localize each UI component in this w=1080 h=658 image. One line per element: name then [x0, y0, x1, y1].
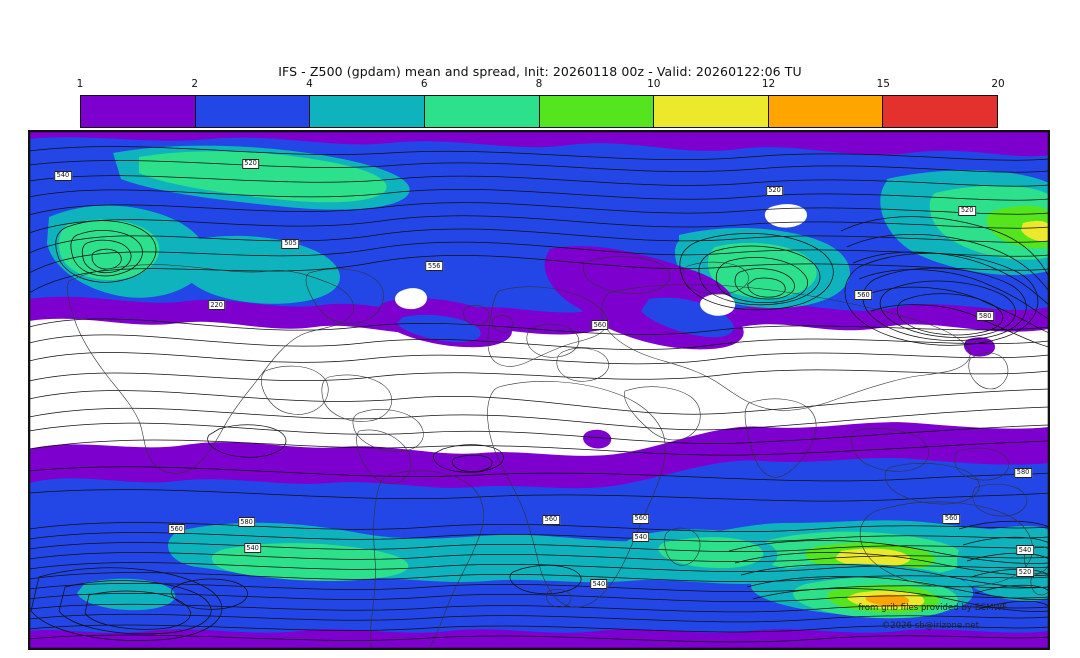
spread-patch-nwpacific-max [1021, 220, 1049, 242]
contour-label-520: 520 [765, 185, 784, 196]
colorbar-tick-2: 2 [191, 78, 199, 90]
contour-label-560: 560 [542, 514, 560, 525]
contour-label-580: 580 [237, 517, 256, 528]
colorbar-ticks: 1 2 4 6 8 10 12 15 20 [76, 78, 1005, 92]
contour-label-220: 220 [207, 300, 226, 311]
colorbar-bin-12-15 [768, 96, 884, 127]
colorbar-tick-15: 15 [876, 78, 890, 90]
colorbar-tick-1: 1 [76, 78, 84, 90]
contour-label-560: 560 [632, 513, 650, 524]
map-border [29, 131, 1049, 649]
low-spread-hole-3 [395, 288, 427, 310]
colorbar-gradient [80, 95, 998, 128]
colorbar-tick-4: 4 [306, 78, 313, 90]
colorbar-tick-20: 20 [991, 78, 1005, 90]
contour-label-505: 505 [281, 238, 300, 249]
low-spread-hole-2 [764, 204, 807, 228]
contour-label-540: 540 [243, 543, 262, 554]
colorbar-bin-1-2 [81, 96, 196, 127]
spread-patch-greenland-teal [139, 151, 387, 203]
contour-label-540: 540 [632, 532, 650, 543]
spread-tongue-atl-blue [397, 314, 481, 343]
contour-label-520: 520 [958, 205, 976, 216]
spread-patch-india-purple [963, 337, 995, 357]
contour-label-560: 560 [942, 513, 960, 524]
contour-label-560: 560 [591, 320, 609, 331]
contour-label-520: 520 [1016, 567, 1034, 578]
spread-core-sh-orange3 [865, 594, 910, 606]
colorbar-bin-10-12 [654, 96, 769, 127]
contour-label-560: 560 [167, 524, 186, 535]
contour-label-540: 540 [54, 170, 72, 181]
spread-patch-npacific-core [58, 219, 160, 280]
colorbar-bin-6-8 [424, 96, 540, 127]
contour-label-560: 560 [854, 290, 873, 301]
data-source-credit: from grib files provided by ECMWF [858, 603, 1007, 613]
spread-patch-atlantic-core [707, 242, 817, 299]
map-panel: 540 520 505 556 520 520 560 560 580 220 580 560 540 5… [28, 130, 1050, 650]
low-spread-hole-1 [700, 293, 736, 316]
chart-title: IFS - Z500 (gpdam) mean and spread, Init… [278, 64, 802, 79]
contour-label-520: 520 [241, 158, 260, 169]
colorbar: 1 2 4 6 8 10 12 15 20 [77, 78, 1005, 128]
colorbar-tick-8: 8 [535, 78, 543, 90]
colorbar-bin-15-20 [883, 96, 997, 127]
contour-label-540: 540 [590, 579, 608, 590]
map-canvas [29, 131, 1049, 649]
contour-label-540: 540 [1016, 545, 1034, 556]
colorbar-bin-8-10 [539, 96, 655, 127]
copyright-credit: ©2026 sb@irizone.net [881, 621, 979, 631]
contour-label-556: 556 [425, 261, 443, 272]
colorbar-bin-4-6 [310, 96, 425, 127]
coastlines [67, 256, 1049, 649]
contour-label-580: 580 [1014, 467, 1032, 478]
colorbar-tick-10: 10 [647, 78, 661, 90]
spread-patch-mideast-small [583, 429, 612, 449]
contour-label-580: 580 [976, 311, 994, 322]
colorbar-bin-2-4 [195, 96, 311, 127]
colorbar-tick-6: 6 [420, 78, 428, 90]
spread-patch-canada-teal [174, 235, 341, 304]
colorbar-tick-12: 12 [761, 78, 776, 90]
spread-lobe-spacific-teal [77, 578, 176, 611]
